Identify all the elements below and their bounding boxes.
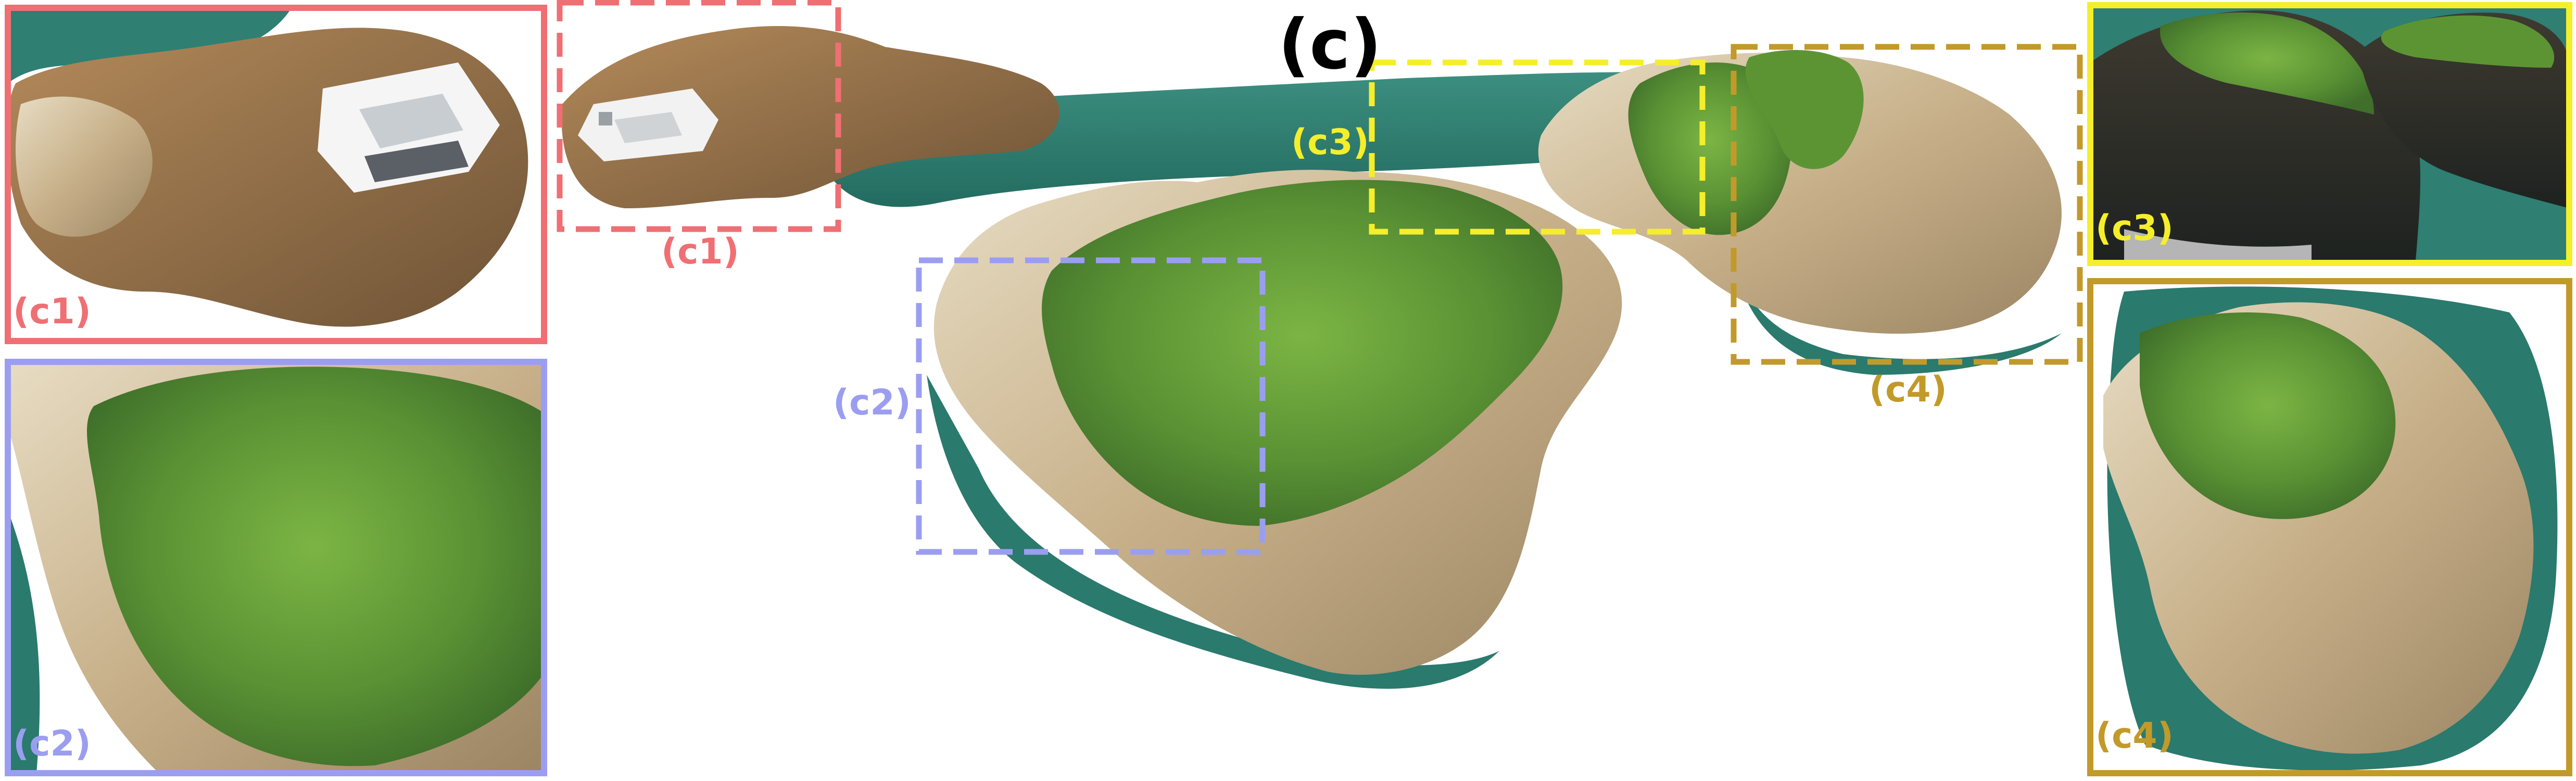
inset-c1-building	[318, 62, 500, 193]
sea-water-east	[1734, 260, 2062, 375]
central-island-vegetation	[1042, 180, 1563, 526]
region-box-c3	[1369, 59, 1706, 235]
inset-label-c1: (c1)	[13, 291, 91, 332]
inset-label-c4: (c4)	[2095, 715, 2174, 757]
inset-c2-frame	[5, 359, 547, 776]
region-label-c4: (c4)	[1869, 369, 1947, 410]
northeast-island-vegetation-2	[1745, 50, 1864, 169]
inset-c4	[2090, 281, 2569, 773]
inset-c4-frame	[2087, 278, 2572, 776]
building	[578, 89, 718, 161]
region-box-c1	[557, 0, 841, 232]
region-label-c1: (c1)	[661, 231, 739, 272]
region-box-c4	[1731, 44, 2083, 365]
inset-c3-frame	[2087, 2, 2572, 266]
inset-label-c3: (c3)	[2095, 208, 2174, 249]
region-label-c3: (c3)	[1291, 122, 1369, 163]
region-label-c2: (c2)	[833, 382, 911, 423]
inset-label-c2: (c2)	[13, 723, 91, 764]
inset-c1	[6, 8, 544, 341]
inset-c2	[8, 362, 544, 773]
figure-title: (c)	[1278, 5, 1382, 85]
inset-c3	[2090, 5, 2569, 263]
inset-c1-frame	[5, 5, 547, 344]
main-mosaic	[557, 0, 2083, 689]
northeast-island-vegetation	[1628, 62, 1792, 235]
west-ridge	[561, 26, 1059, 208]
